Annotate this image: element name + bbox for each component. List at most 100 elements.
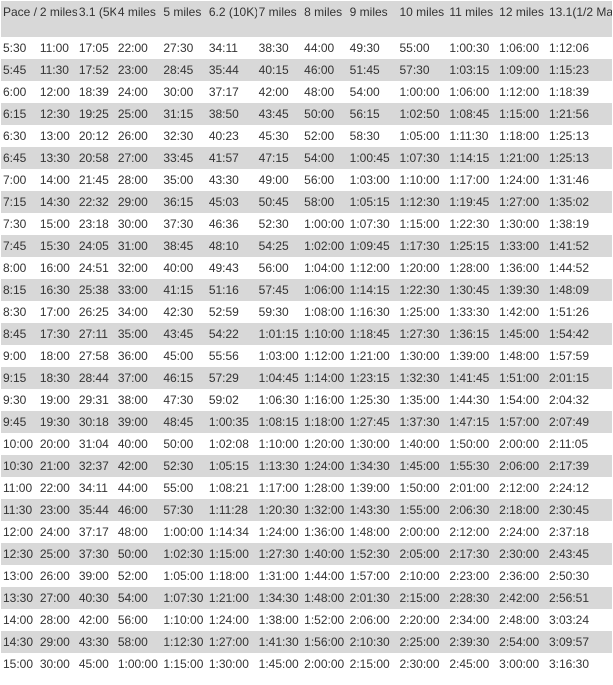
cell: 1:00:00 xyxy=(397,81,447,103)
col-header-10: 11 miles xyxy=(447,1,497,37)
cell: 59:02 xyxy=(207,389,257,411)
cell: 20:00 xyxy=(38,433,77,455)
cell: 14:30 xyxy=(1,631,38,653)
cell: 52:00 xyxy=(302,125,348,147)
cell: 1:31:46 xyxy=(547,169,612,191)
table-row: 12:0024:0037:1748:001:00:001:14:341:24:0… xyxy=(1,521,612,543)
cell: 27:00 xyxy=(116,147,162,169)
cell: 46:00 xyxy=(116,499,162,521)
cell: 54:00 xyxy=(116,587,162,609)
cell: 36:15 xyxy=(161,191,207,213)
table-row: 8:1516:3025:3833:0041:1551:1657:451:06:0… xyxy=(1,279,612,301)
cell: 2:50:30 xyxy=(547,565,612,587)
cell: 1:42:00 xyxy=(497,301,547,323)
cell: 27:11 xyxy=(77,323,116,345)
table-row: 6:0012:0018:3924:0030:0037:1742:0048:005… xyxy=(1,81,612,103)
cell: 1:44:52 xyxy=(547,257,612,279)
cell: 28:45 xyxy=(161,59,207,81)
table-row: 9:3019:0029:3138:0047:3059:021:06:301:16… xyxy=(1,389,612,411)
cell: 13:00 xyxy=(38,125,77,147)
cell: 30:18 xyxy=(77,411,116,433)
cell: 54:25 xyxy=(257,235,303,257)
cell: 2:18:00 xyxy=(497,499,547,521)
cell: 28:00 xyxy=(116,169,162,191)
cell: 1:30:00 xyxy=(397,345,447,367)
cell: 1:25:15 xyxy=(447,235,497,257)
cell: 55:00 xyxy=(397,37,447,59)
cell: 34:11 xyxy=(77,477,116,499)
cell: 1:06:00 xyxy=(497,37,547,59)
col-header-4: 5 miles xyxy=(161,1,207,37)
cell: 48:45 xyxy=(161,411,207,433)
cell: 2:43:45 xyxy=(547,543,612,565)
cell: 51:16 xyxy=(207,279,257,301)
cell: 1:05:00 xyxy=(161,565,207,587)
cell: 15:00 xyxy=(38,213,77,235)
cell: 57:29 xyxy=(207,367,257,389)
cell: 1:48:00 xyxy=(497,345,547,367)
cell: 1:56:00 xyxy=(302,631,348,653)
cell: 2:10:30 xyxy=(348,631,398,653)
cell: 40:00 xyxy=(161,257,207,279)
cell: 1:54:42 xyxy=(547,323,612,345)
cell: 1:11:30 xyxy=(447,125,497,147)
cell: 1:19:45 xyxy=(447,191,497,213)
col-header-2: 3.1 (5K) xyxy=(77,1,116,37)
cell: 1:38:00 xyxy=(257,609,303,631)
cell: 23:00 xyxy=(116,59,162,81)
cell: 1:55:00 xyxy=(397,499,447,521)
cell: 2:01:30 xyxy=(348,587,398,609)
cell: 2:06:00 xyxy=(348,609,398,631)
cell: 9:15 xyxy=(1,367,38,389)
cell: 44:00 xyxy=(116,477,162,499)
cell: 9:30 xyxy=(1,389,38,411)
cell: 32:30 xyxy=(161,125,207,147)
cell: 37:17 xyxy=(207,81,257,103)
cell: 14:00 xyxy=(1,609,38,631)
cell: 1:27:00 xyxy=(497,191,547,213)
cell: 1:27:45 xyxy=(348,411,398,433)
cell: 1:23:15 xyxy=(348,367,398,389)
cell: 2:24:12 xyxy=(547,477,612,499)
cell: 58:00 xyxy=(302,191,348,213)
cell: 1:08:15 xyxy=(257,411,303,433)
cell: 1:02:00 xyxy=(302,235,348,257)
cell: 2:05:00 xyxy=(397,543,447,565)
cell: 27:00 xyxy=(38,587,77,609)
cell: 1:18:39 xyxy=(547,81,612,103)
cell: 2:30:00 xyxy=(397,653,447,675)
cell: 1:31:00 xyxy=(257,565,303,587)
cell: 1:52:30 xyxy=(348,543,398,565)
cell: 2:00:00 xyxy=(397,521,447,543)
cell: 40:00 xyxy=(116,433,162,455)
cell: 52:00 xyxy=(116,565,162,587)
cell: 1:14:34 xyxy=(207,521,257,543)
table-row: 5:3011:0017:0522:0027:3034:1138:3044:004… xyxy=(1,37,612,59)
cell: 35:00 xyxy=(161,169,207,191)
cell: 2:45:00 xyxy=(447,653,497,675)
cell: 15:30 xyxy=(38,235,77,257)
cell: 46:15 xyxy=(161,367,207,389)
cell: 45:30 xyxy=(257,125,303,147)
cell: 22:00 xyxy=(38,477,77,499)
cell: 1:00:00 xyxy=(116,653,162,675)
cell: 1:15:00 xyxy=(497,103,547,125)
cell: 27:58 xyxy=(77,345,116,367)
cell: 16:00 xyxy=(38,257,77,279)
cell: 37:30 xyxy=(161,213,207,235)
cell: 1:17:00 xyxy=(257,477,303,499)
cell: 2:06:00 xyxy=(497,455,547,477)
cell: 39:00 xyxy=(116,411,162,433)
cell: 13:00 xyxy=(1,565,38,587)
cell: 2:48:00 xyxy=(497,609,547,631)
cell: 43:30 xyxy=(77,631,116,653)
cell: 43:45 xyxy=(257,103,303,125)
cell: 2:15:00 xyxy=(397,587,447,609)
cell: 40:30 xyxy=(77,587,116,609)
cell: 28:44 xyxy=(77,367,116,389)
cell: 29:31 xyxy=(77,389,116,411)
cell: 1:27:00 xyxy=(207,631,257,653)
cell: 45:00 xyxy=(161,345,207,367)
cell: 1:20:30 xyxy=(257,499,303,521)
cell: 50:00 xyxy=(302,103,348,125)
